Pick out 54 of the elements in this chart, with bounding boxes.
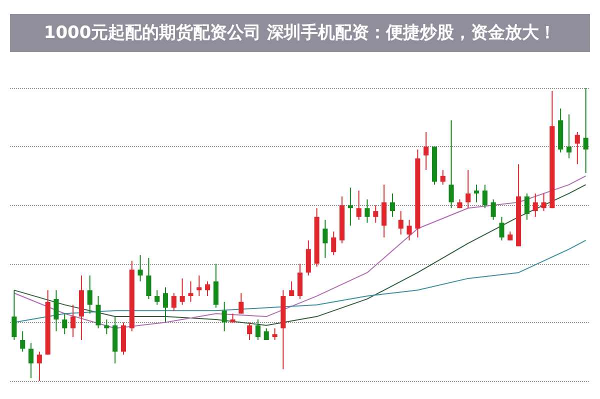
candlestick	[28, 342, 34, 379]
candlestick	[222, 301, 227, 332]
candlestick	[213, 263, 218, 308]
candlestick	[87, 275, 92, 314]
candlestick	[70, 304, 76, 338]
candlestick	[322, 219, 328, 258]
candlestick	[138, 254, 143, 282]
candlestick	[424, 131, 429, 171]
candlestick	[331, 231, 336, 256]
candlestick	[532, 192, 538, 218]
candlestick	[490, 198, 496, 220]
candlestick	[188, 280, 194, 302]
candlestick	[104, 318, 110, 335]
candlestick	[238, 292, 244, 314]
candlestick	[205, 280, 210, 297]
candlestick	[356, 190, 362, 220]
candlestick	[382, 184, 387, 238]
candlestick	[264, 328, 269, 340]
candlestick	[406, 219, 412, 241]
candlestick	[180, 278, 185, 306]
candlestick	[196, 275, 202, 297]
candlestick	[566, 114, 572, 159]
candlestick	[390, 192, 395, 218]
candlestick	[398, 210, 404, 235]
candlestick	[162, 286, 168, 323]
candlestick	[348, 187, 353, 226]
candlestick	[289, 280, 294, 297]
candlestick	[482, 184, 488, 209]
candlestick	[146, 257, 152, 300]
candlestick	[524, 192, 530, 220]
candlestick	[297, 263, 303, 300]
candlestick	[20, 330, 26, 352]
candlestick	[36, 351, 42, 382]
candlestick	[171, 292, 176, 312]
candlestick	[272, 328, 278, 340]
candlestick	[364, 198, 370, 224]
candlestick	[583, 88, 588, 174]
candlestick	[54, 290, 59, 332]
candlestick	[255, 318, 260, 340]
candlestick	[574, 131, 580, 165]
candlestick	[62, 313, 68, 335]
candlestick	[247, 322, 252, 340]
candlestick	[440, 170, 446, 186]
candlestick	[373, 204, 378, 224]
candlestick	[541, 192, 546, 212]
candlestick	[474, 184, 480, 203]
candlestick	[448, 120, 454, 209]
candlestick	[499, 216, 504, 241]
candlestick	[466, 170, 471, 209]
candlestick	[96, 296, 101, 329]
candlestick	[12, 290, 17, 340]
candlestick	[154, 290, 160, 306]
chart-title: 1000元起配的期货配资公司 深圳手机配资：便捷炒股，资金放大！	[44, 23, 556, 43]
candlestick	[306, 240, 311, 276]
